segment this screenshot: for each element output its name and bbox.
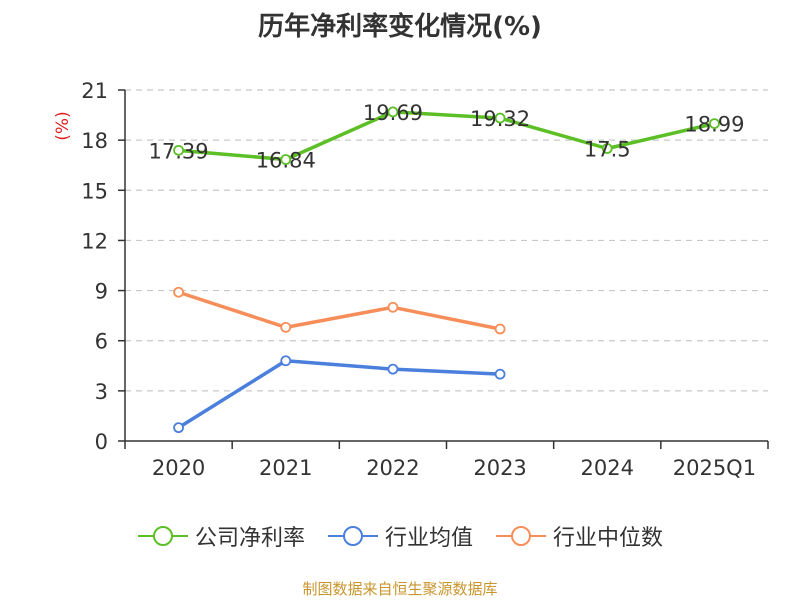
y-tick-label: 12 [81, 229, 108, 253]
data-label: 17.39 [149, 139, 209, 163]
grid-lines [125, 89, 768, 392]
y-tick-label: 21 [81, 79, 108, 103]
x-tick-label: 2023 [473, 456, 526, 480]
y-tick-label: 15 [81, 179, 108, 203]
legend-item[interactable]: 公司净利率 [137, 520, 305, 552]
data-labels: 17.39 16.84 19.69 19.32 17.5 18.99 [149, 101, 745, 173]
legend: 公司净利率 行业均值 行业中位数 [0, 520, 800, 552]
data-point [387, 106, 399, 118]
data-point [173, 422, 184, 434]
data-point [280, 321, 292, 333]
legend-label: 行业中位数 [553, 526, 664, 551]
data-point [173, 144, 184, 156]
y-tick-label: 3 [95, 380, 108, 404]
data-point [280, 154, 292, 165]
tick-labels: 0 3 6 9 12 15 18 21 2020 2021 2022 2023 2024 2025Q1 (%… [53, 79, 756, 480]
legend-marker [496, 526, 546, 546]
data-point [494, 368, 506, 380]
data-point [494, 323, 506, 335]
series-line [176, 110, 717, 162]
x-tick-label: 2021 [259, 456, 312, 480]
x-tick-label: 2020 [152, 456, 205, 480]
data-label: 18.99 [684, 113, 744, 137]
data-label: 16.84 [256, 149, 316, 173]
x-tick-label: 2024 [581, 456, 634, 480]
y-tick-label: 9 [95, 280, 108, 304]
y-tick-label: 0 [95, 430, 108, 454]
legend-item[interactable]: 行业均值 [327, 520, 473, 552]
data-label: 19.69 [363, 101, 423, 125]
x-tick-label: 2022 [366, 456, 419, 480]
data-point [494, 112, 506, 124]
data-point [387, 363, 399, 375]
chart-title: 历年净利率变化情况(%) [258, 12, 542, 42]
legend-label: 公司净利率 [194, 526, 305, 551]
data-point [280, 355, 292, 367]
legend-item[interactable]: 行业中位数 [495, 520, 663, 552]
legend-marker [327, 526, 378, 546]
source-note: 制图数据来自恒生聚源数据库 [302, 580, 498, 598]
legend-marker [137, 526, 188, 546]
data-point [601, 143, 613, 154]
y-tick-label: 18 [81, 129, 108, 153]
series-line [176, 359, 502, 430]
data-point [709, 118, 720, 129]
data-point [387, 301, 399, 313]
x-tick-label: 2025Q1 [673, 456, 756, 480]
y-tick-label: 6 [95, 330, 108, 354]
axes [118, 89, 769, 449]
legend-label: 行业均值 [384, 526, 473, 551]
data-point [173, 286, 184, 298]
y-axis-label: (%) [53, 111, 73, 140]
data-label: 19.32 [470, 107, 530, 131]
series-group [173, 106, 720, 434]
data-label: 17.5 [584, 138, 631, 162]
series-line [176, 290, 502, 331]
